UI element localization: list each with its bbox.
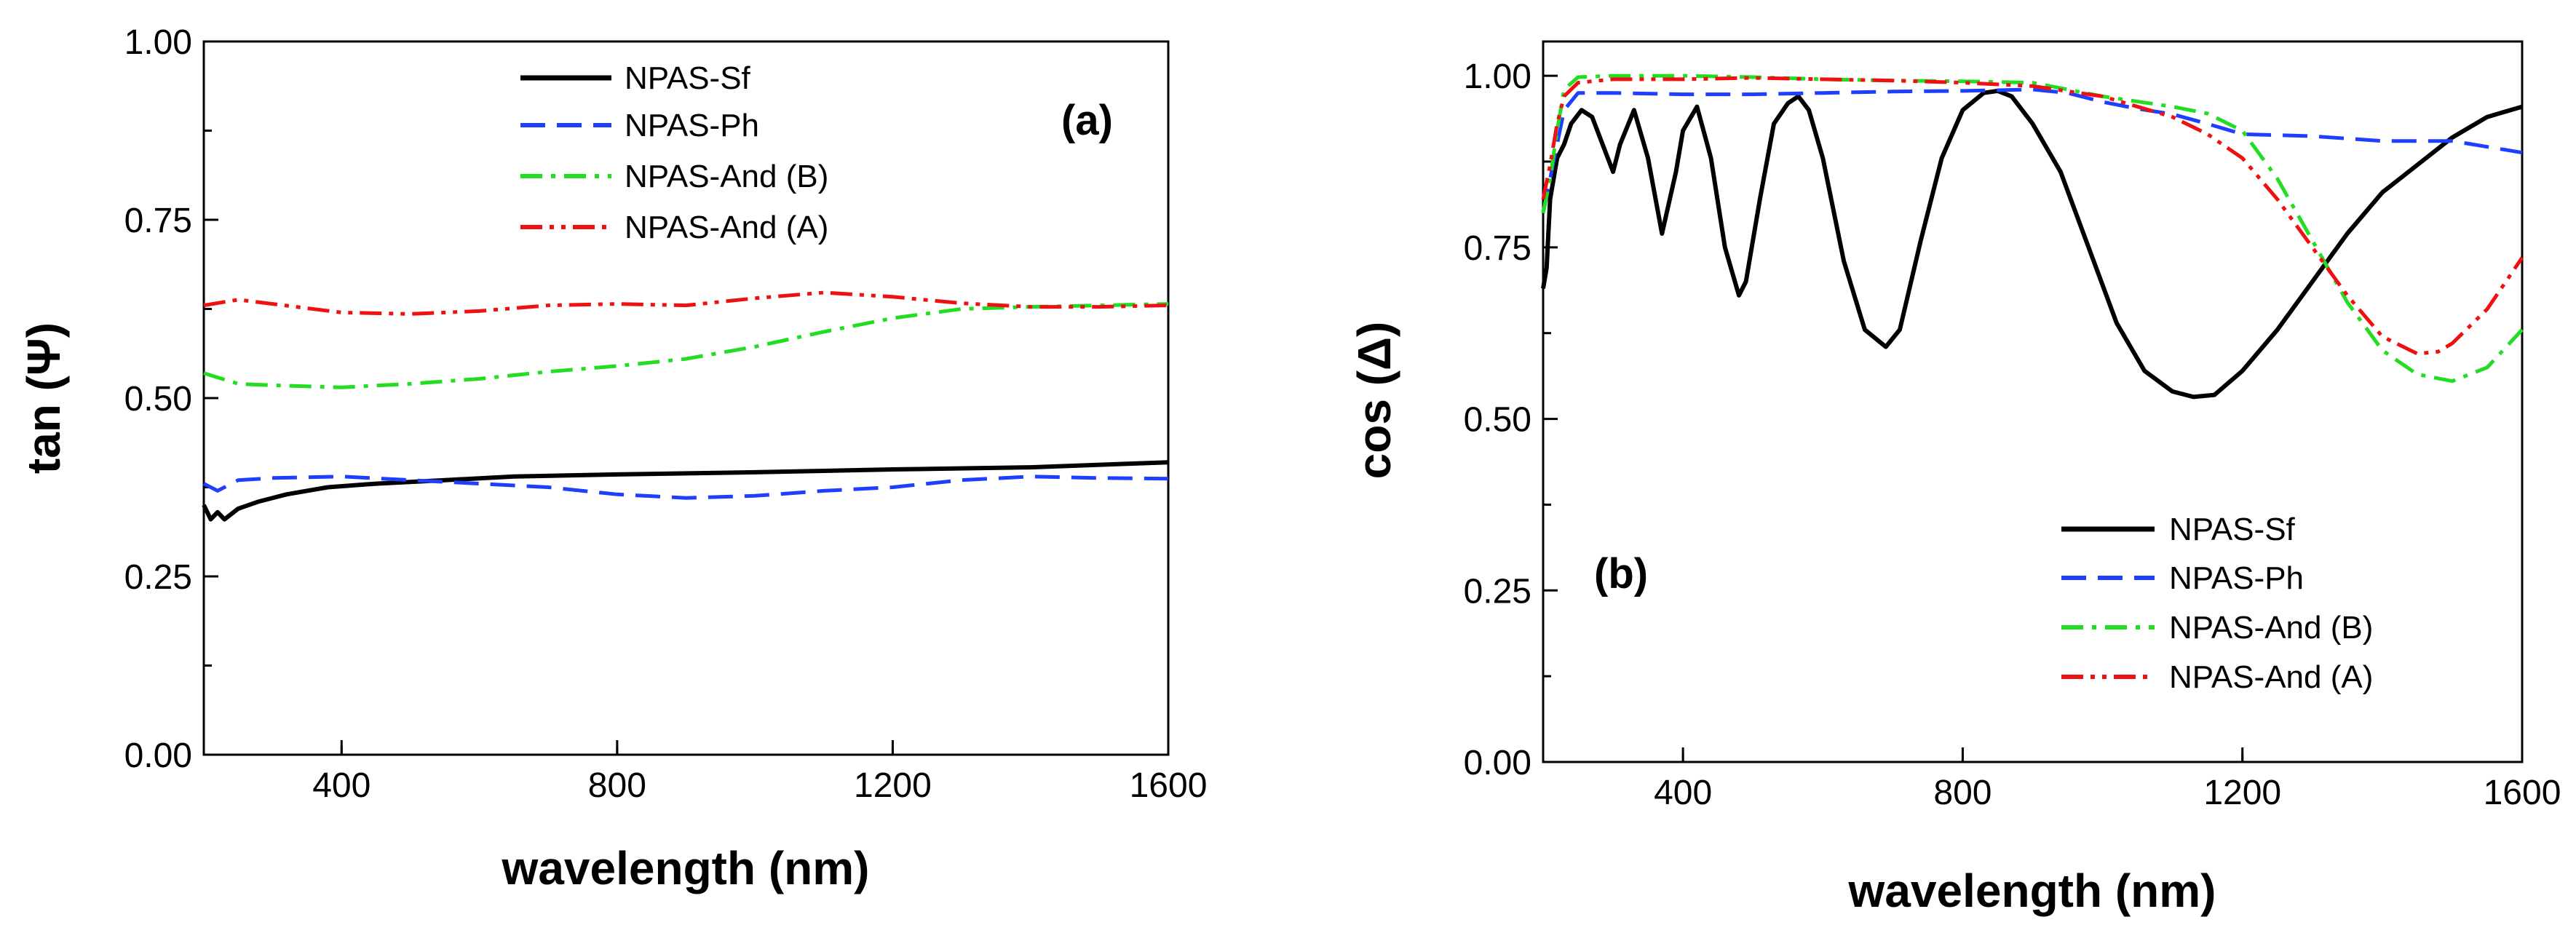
y-tick-label-a: 1.00 <box>124 23 192 62</box>
series-line-npas-and-b <box>1541 74 2524 384</box>
panel-b: 400 800 1200 1600 0.00 0.25 0.50 0.75 1.… <box>1348 40 2561 917</box>
series-line-npas-ph <box>1541 87 2523 214</box>
x-tick-label-a: 1200 <box>854 766 932 805</box>
series-group-b <box>1541 74 2524 400</box>
panel-label-a: (a) <box>1061 97 1113 144</box>
series-line-npas-sf <box>202 460 1169 522</box>
x-tick-label-a: 800 <box>588 766 646 805</box>
series-line-npas-and-b <box>203 302 1169 389</box>
series-line-npas-and-a <box>1541 76 2524 356</box>
y-tick-label-b: 0.75 <box>1464 229 1531 268</box>
x-tick-label-a: 400 <box>312 766 370 805</box>
legend-label-npas-and-b: NPAS-And (B) <box>2169 610 2373 646</box>
x-axis-title-b: wavelength (nm) <box>1848 865 2216 917</box>
panel-label-b: (b) <box>1594 550 1648 597</box>
series-line-npas-sf <box>1541 88 2523 400</box>
legend-b: NPAS-Sf NPAS-Ph NPAS-And (B) NPAS-And (A… <box>2061 512 2373 695</box>
y-tick-label-a: 0.75 <box>124 202 192 240</box>
legend-label-npas-sf: NPAS-Sf <box>2169 512 2296 547</box>
series-line-npas-ph <box>202 475 1169 500</box>
legend-a: NPAS-Sf NPAS-Ph NPAS-And (B) NPAS-And (A… <box>520 60 828 245</box>
y-tick-label-a: 0.50 <box>124 380 192 418</box>
legend-label-npas-and-b: NPAS-And (B) <box>625 159 828 194</box>
axis-ticks-b <box>1543 74 2524 763</box>
legend-label-npas-and-a: NPAS-And (A) <box>2169 659 2373 695</box>
x-tick-label-b: 1200 <box>2203 774 2281 812</box>
plot-area-b <box>1542 40 2524 763</box>
axis-ticks-a <box>204 40 1170 756</box>
y-axis-title-b: cos (Δ) <box>1348 322 1400 480</box>
x-tick-label-b: 400 <box>1654 774 1712 812</box>
legend-label-npas-and-a: NPAS-And (A) <box>625 210 828 245</box>
y-tick-label-b: 0.00 <box>1464 744 1531 782</box>
legend-label-npas-sf: NPAS-Sf <box>625 60 751 96</box>
y-tick-label-a: 0.25 <box>124 558 192 597</box>
y-tick-label-a: 0.00 <box>124 737 192 775</box>
y-tick-label-b: 1.00 <box>1464 57 1531 96</box>
y-axis-title-a: tan (Ψ) <box>17 322 70 474</box>
panel-a: 400 800 1200 1600 0.00 0.25 0.50 0.75 1.… <box>17 23 1207 894</box>
legend-label-npas-ph: NPAS-Ph <box>2169 560 2304 596</box>
y-tick-label-b: 0.50 <box>1464 401 1531 440</box>
x-tick-label-b: 800 <box>1933 774 1992 812</box>
series-group-a <box>202 290 1169 522</box>
legend-label-npas-ph: NPAS-Ph <box>625 108 759 143</box>
series-line-npas-and-a <box>203 290 1169 316</box>
x-tick-label-a: 1600 <box>1130 766 1208 805</box>
plot-area-a <box>202 40 1170 756</box>
y-tick-label-b: 0.25 <box>1464 572 1531 611</box>
x-axis-title-a: wavelength (nm) <box>502 842 870 894</box>
x-tick-label-b: 1600 <box>2484 774 2561 812</box>
